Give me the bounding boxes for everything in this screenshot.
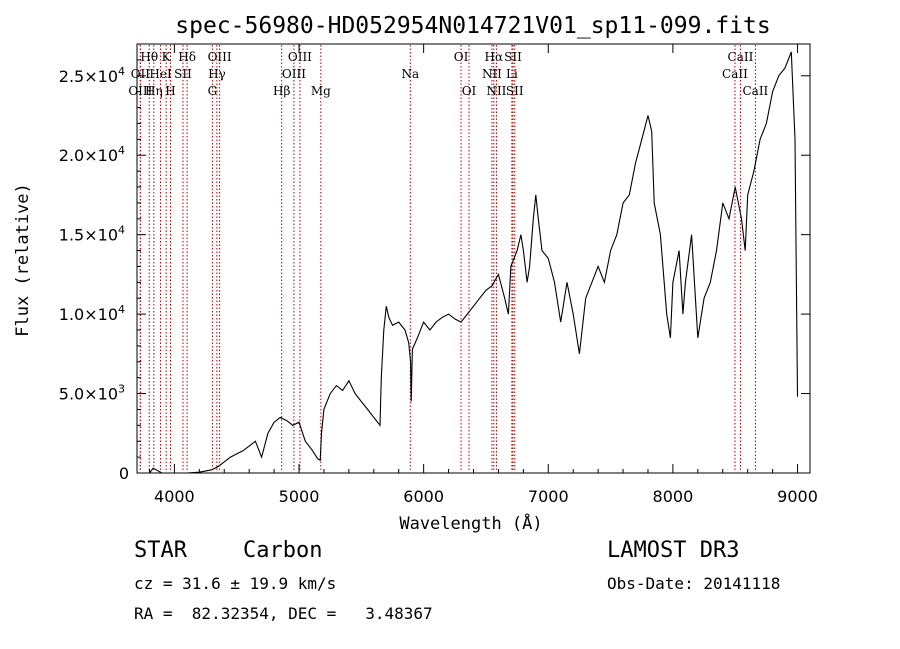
spectral-line-markers	[139, 45, 756, 472]
y-tick-label: 1.5×104	[59, 224, 125, 245]
survey-name: LAMOST DR3	[607, 538, 740, 563]
spectral-line-label: SII	[506, 84, 524, 98]
spectral-line-label: G	[208, 84, 218, 98]
y-tick-label: 2.0×104	[59, 144, 125, 165]
spectral-line-label: SII	[504, 50, 522, 64]
spectral-line-label: OIII	[288, 50, 312, 64]
spectral-line-label: Hη	[145, 84, 163, 98]
spectral-line-label: Hδ	[178, 50, 196, 64]
y-axis-label: Flux (relative)	[13, 183, 33, 337]
y-tick-mantissa: 2.5×10	[59, 67, 118, 86]
spectral-line-label: OIII	[128, 84, 152, 98]
y-tick-mantissa: 1.5×10	[59, 226, 118, 245]
y-tick-label: 5.0×103	[59, 383, 125, 404]
y-tick-mantissa: 2.0×10	[59, 146, 118, 165]
y-tick-mantissa: 1.0×10	[59, 305, 118, 324]
y-tick-exponent: 4	[118, 144, 125, 157]
spectral-line-label: OI	[454, 50, 469, 64]
object-subclass: Carbon	[243, 538, 323, 563]
coordinates: RA = 82.32354, DEC = 3.48367	[134, 604, 433, 623]
x-axis-label: Wavelength (Å)	[399, 512, 542, 534]
spectral-line-label: Li	[506, 67, 518, 81]
x-tick-label: 6000	[403, 487, 444, 506]
redshift-cz: cz = 31.6 ± 19.9 km/s	[134, 574, 337, 593]
spectral-line-label: CaII	[742, 84, 768, 98]
spectral-line-label: NII	[482, 67, 502, 81]
y-tick-exponent: 4	[118, 65, 125, 78]
spectral-line-label: Hθ	[140, 50, 158, 64]
spectral-line-label: Hα	[485, 50, 504, 64]
chart-title: spec-56980-HD052954N014721V01_sp11-099.f…	[175, 13, 770, 39]
x-tick-label: 4000	[154, 487, 195, 506]
spectrum-series-line	[137, 51, 799, 474]
spectral-line-label: Hβ	[273, 84, 290, 98]
x-axis-ticks: 4000 5000 6000 7000 8000 9000	[148, 44, 818, 506]
y-tick-exponent: 3	[118, 383, 125, 396]
spectral-line-label: K	[162, 50, 172, 64]
x-tick-label: 7000	[528, 487, 569, 506]
y-tick-exponent: 4	[118, 224, 125, 237]
y-tick-exponent: 4	[118, 303, 125, 316]
object-class: STAR	[134, 538, 187, 563]
spectral-line-label: OI	[462, 84, 477, 98]
spectral-line-label: OIII	[282, 67, 306, 81]
observation-date: Obs-Date: 20141118	[607, 574, 781, 593]
spectral-line-label: OII	[131, 67, 151, 81]
spectral-line-label: NII	[486, 84, 506, 98]
spectral-line-label: Na	[401, 67, 419, 81]
y-tick-label: 2.5×104	[59, 65, 125, 86]
x-tick-label: 5000	[279, 487, 320, 506]
spectral-line-label: Hγ	[208, 67, 226, 81]
spectral-line-label: CaII	[722, 67, 748, 81]
plot-frame	[136, 43, 811, 474]
x-tick-label: 9000	[777, 487, 818, 506]
spectral-line-label: OIII	[208, 50, 232, 64]
x-tick-label: 8000	[653, 487, 694, 506]
spectral-line-label: HeI	[149, 67, 172, 81]
spectral-line-label: Mg	[311, 84, 331, 98]
y-tick-mantissa: 5.0×10	[59, 385, 118, 404]
spectral-line-label: H	[165, 84, 175, 98]
y-tick-mantissa: 0	[119, 464, 129, 483]
y-tick-label: 1.0×104	[59, 303, 125, 324]
spectral-line-label: SII	[174, 67, 192, 81]
y-tick-label: 0	[119, 464, 129, 483]
spectral-line-label: CaII	[728, 50, 754, 64]
